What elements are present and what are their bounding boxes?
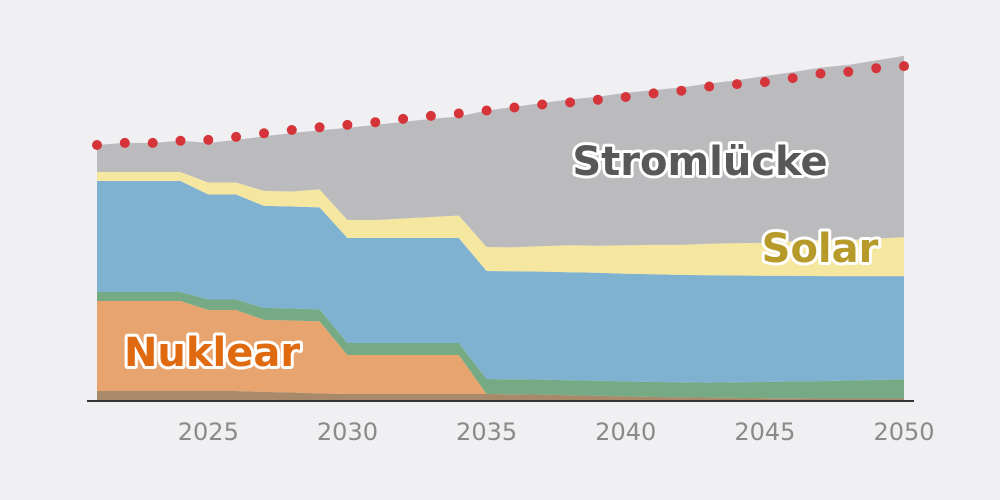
x-tick-label: 2030 — [317, 418, 378, 446]
demand-dot — [231, 131, 242, 142]
area-layer-3 — [97, 181, 904, 383]
x-tick-label: 2045 — [734, 418, 795, 446]
area-layer-2 — [97, 292, 904, 399]
demand-dot — [676, 85, 687, 96]
x-tick-label: 2035 — [456, 418, 517, 446]
demand-dot — [620, 92, 631, 102]
demand-dot — [147, 137, 158, 148]
series-label-solar: Solar — [762, 226, 879, 272]
demand-dot — [259, 128, 269, 139]
demand-dot — [843, 66, 854, 77]
demand-dot — [119, 137, 130, 148]
demand-dot — [286, 125, 297, 135]
demand-dot — [537, 99, 548, 110]
demand-dot — [565, 97, 576, 108]
area-layers — [97, 55, 904, 400]
series-labels: Stromlücke Solar Nuklear — [121, 136, 882, 379]
series-label-stromlcke: Stromlücke — [572, 139, 827, 185]
x-tick-label: 2025 — [178, 418, 239, 446]
demand-dot — [732, 79, 742, 90]
demand-dot — [370, 117, 381, 128]
demand-dot — [425, 110, 436, 121]
demand-dot — [815, 68, 826, 79]
demand-dot — [342, 119, 353, 130]
area-layer-0 — [97, 391, 904, 400]
demand-dot — [92, 140, 102, 150]
demand-dot — [398, 113, 409, 124]
demand-dot — [787, 73, 798, 84]
demand-dot — [509, 102, 520, 113]
x-tick-label: 2050 — [873, 418, 934, 446]
demand-dot — [203, 134, 214, 145]
demand-dot — [592, 94, 603, 105]
demand-dot — [648, 88, 659, 99]
demand-dot — [899, 61, 909, 72]
area-nuklear — [97, 301, 904, 399]
series-label-nuklear: Nuklear — [124, 330, 300, 376]
area-stromlücke — [97, 55, 904, 248]
area-solar — [97, 172, 904, 277]
demand-dot — [704, 81, 715, 92]
demand-dot — [175, 135, 186, 146]
demand-dot — [759, 77, 770, 87]
demand-dots — [92, 61, 909, 150]
demand-dot — [314, 122, 325, 133]
x-tick-label: 2040 — [595, 418, 656, 446]
demand-dot — [453, 108, 464, 119]
demand-dot — [481, 105, 492, 116]
x-axis-ticks: 2025 2030 2035 2040 2045 2050 — [178, 418, 935, 446]
demand-dot — [871, 63, 882, 74]
